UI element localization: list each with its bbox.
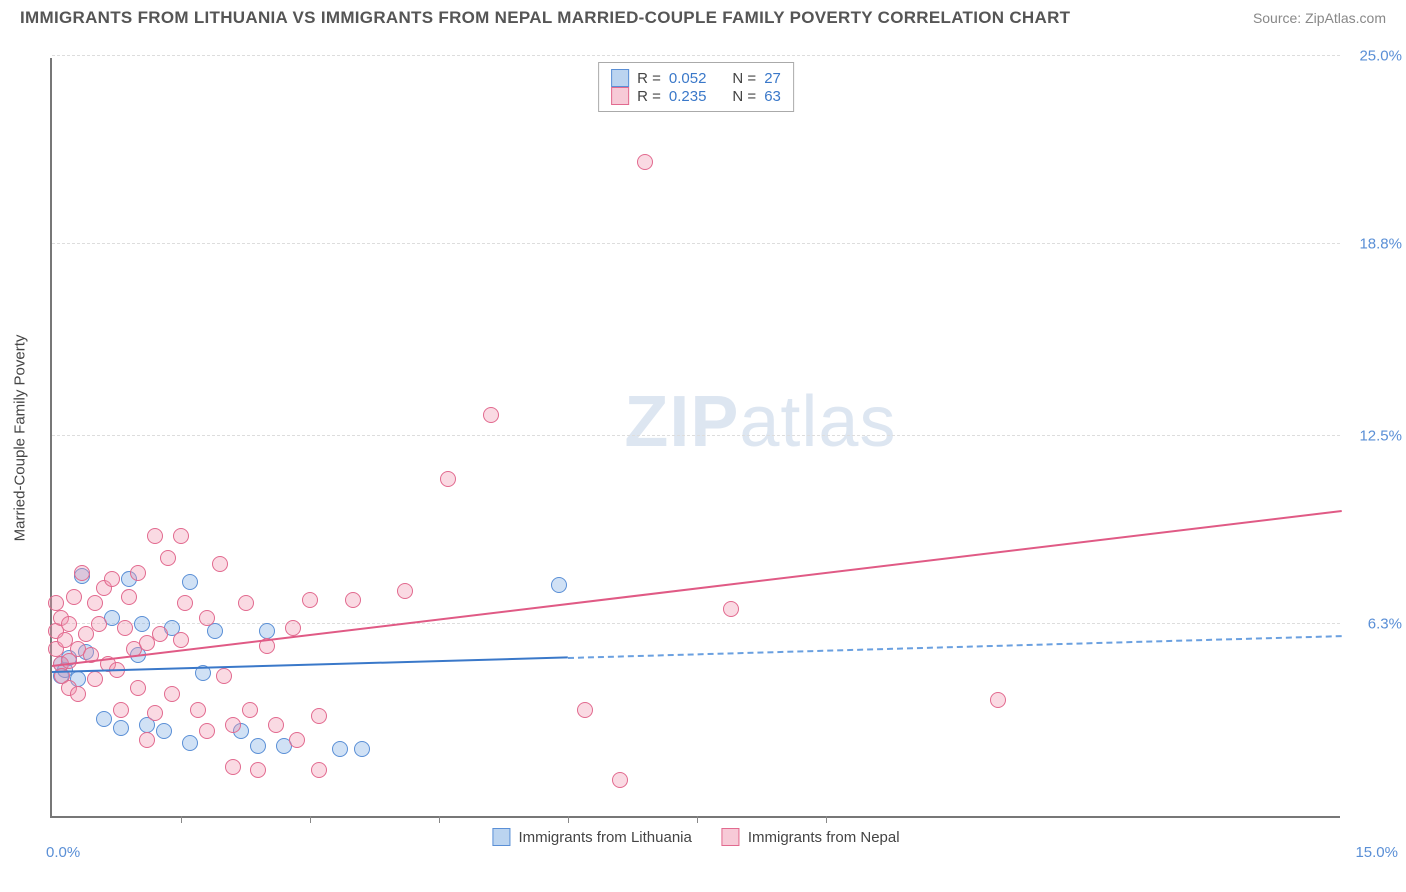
y-axis-title: Married-Couple Family Poverty [12,335,29,542]
x-tick [568,816,569,823]
swatch-blue [611,69,629,87]
y-tick-label: 12.5% [1359,428,1402,445]
x-tick [439,816,440,823]
data-point [259,623,275,639]
data-point [121,589,137,605]
data-point [289,732,305,748]
y-tick-label: 6.3% [1368,616,1402,633]
data-point [70,686,86,702]
data-point [156,723,172,739]
data-point [139,732,155,748]
trend-line [568,635,1342,659]
legend-item-nepal: Immigrants from Nepal [722,828,900,846]
data-point [48,595,64,611]
data-point [242,702,258,718]
x-tick [310,816,311,823]
title-bar: IMMIGRANTS FROM LITHUANIA VS IMMIGRANTS … [0,0,1406,32]
data-point [164,686,180,702]
data-point [117,620,133,636]
data-point [147,528,163,544]
data-point [199,723,215,739]
x-tick [826,816,827,823]
data-point [723,601,739,617]
data-point [182,735,198,751]
data-point [173,632,189,648]
data-point [152,626,168,642]
source-label: Source: ZipAtlas.com [1253,10,1386,26]
data-point [268,717,284,733]
data-point [225,759,241,775]
data-point [190,702,206,718]
data-point [87,671,103,687]
data-point [345,592,361,608]
swatch-pink [722,828,740,846]
data-point [577,702,593,718]
chart-title: IMMIGRANTS FROM LITHUANIA VS IMMIGRANTS … [20,8,1070,28]
data-point [332,741,348,757]
data-point [285,620,301,636]
data-point [212,556,228,572]
gridline [52,243,1340,244]
watermark: ZIPatlas [624,381,896,463]
chart-area: Married-Couple Family Poverty ZIPatlas R… [50,58,1340,818]
data-point [113,702,129,718]
gridline [52,435,1340,436]
swatch-pink [611,87,629,105]
data-point [74,565,90,581]
x-tick [181,816,182,823]
legend-item-lithuania: Immigrants from Lithuania [492,828,691,846]
data-point [311,762,327,778]
data-point [225,717,241,733]
data-point [177,595,193,611]
data-point [96,711,112,727]
data-point [182,574,198,590]
data-point [199,610,215,626]
y-tick-label: 25.0% [1359,48,1402,65]
plot-region: ZIPatlas R = 0.052 N = 27 R = 0.235 N = … [50,58,1340,818]
legend-row-pink: R = 0.235 N = 63 [611,87,781,105]
x-tick [697,816,698,823]
data-point [87,595,103,611]
x-axis-max: 15.0% [1355,844,1398,861]
legend-row-blue: R = 0.052 N = 27 [611,69,781,87]
data-point [147,705,163,721]
data-point [612,772,628,788]
data-point [134,616,150,632]
data-point [483,407,499,423]
data-point [173,528,189,544]
data-point [354,741,370,757]
data-point [160,550,176,566]
data-point [216,668,232,684]
data-point [397,583,413,599]
gridline [52,623,1340,624]
data-point [250,738,266,754]
data-point [440,471,456,487]
swatch-blue [492,828,510,846]
legend-correlation: R = 0.052 N = 27 R = 0.235 N = 63 [598,62,794,112]
data-point [66,589,82,605]
data-point [302,592,318,608]
data-point [990,692,1006,708]
gridline [52,55,1340,56]
data-point [250,762,266,778]
data-point [238,595,254,611]
data-point [61,616,77,632]
data-point [637,154,653,170]
data-point [130,565,146,581]
x-axis-min: 0.0% [46,844,80,861]
data-point [104,571,120,587]
data-point [91,616,107,632]
legend-series: Immigrants from Lithuania Immigrants fro… [492,828,899,846]
data-point [113,720,129,736]
data-point [130,680,146,696]
data-point [551,577,567,593]
data-point [311,708,327,724]
trend-line [52,657,568,674]
trend-line [52,510,1342,667]
y-tick-label: 18.8% [1359,236,1402,253]
